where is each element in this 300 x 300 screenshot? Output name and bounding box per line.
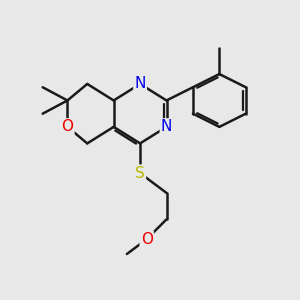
- Text: N: N: [134, 76, 146, 92]
- Text: S: S: [135, 166, 145, 181]
- Text: O: O: [61, 119, 74, 134]
- Text: O: O: [141, 232, 153, 247]
- Text: N: N: [161, 119, 172, 134]
